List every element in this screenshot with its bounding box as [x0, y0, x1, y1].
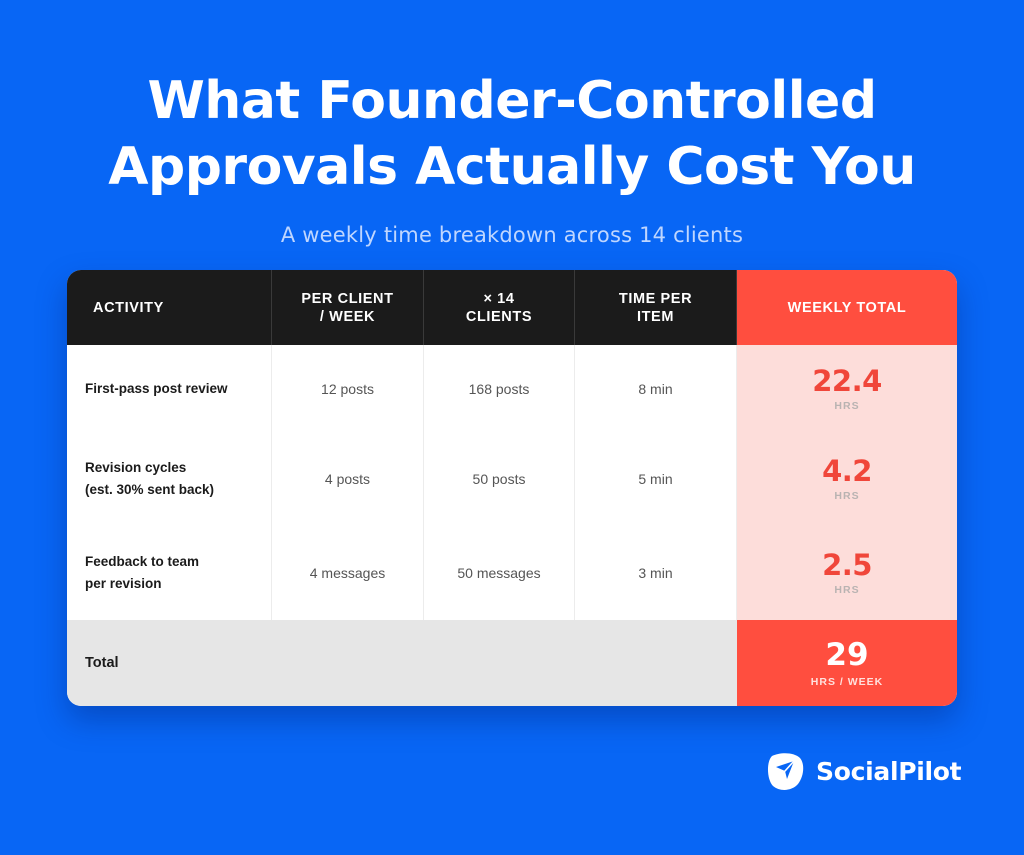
column-header-weekly-total: WEEKLY TOTAL — [737, 270, 957, 345]
paper-plane-icon — [767, 753, 804, 790]
column-header-line: TIME PER — [618, 290, 693, 307]
total-unit: HRS / WEEK — [810, 676, 884, 688]
time-per-item-cell: 8 min — [575, 345, 737, 432]
activity-sublabel: (est. 30% sent back) — [85, 481, 215, 497]
time-per-item-cell: 3 min — [575, 525, 737, 620]
activity-label: Feedback to team — [85, 553, 200, 569]
weekly-total-cell: 22.4 HRS — [737, 345, 957, 432]
column-header-line: PER CLIENT — [301, 290, 394, 307]
time-per-item-cell: 5 min — [575, 432, 737, 525]
total-value: 29 — [825, 637, 869, 673]
page-subtitle: A weekly time breakdown across 14 client… — [280, 223, 744, 247]
activity-cell: First-pass post review — [67, 345, 272, 432]
column-header-activity: ACTIVITY — [67, 270, 272, 345]
activity-label: First-pass post review — [85, 380, 228, 396]
per-client-cell: 4 messages — [272, 525, 424, 620]
activity-cell: Feedback to team per revision — [67, 525, 272, 620]
activity-label: Revision cycles — [85, 459, 187, 475]
weekly-total-unit: HRS — [834, 400, 860, 412]
weekly-total-unit: HRS — [834, 584, 860, 596]
column-header-x14-clients: × 14 CLIENTS — [424, 270, 575, 345]
x14-clients-cell: 168 posts — [424, 345, 575, 432]
column-header-line: ITEM — [636, 308, 675, 325]
brand-logo: SocialPilot — [764, 749, 962, 793]
title-line-1: What Founder-Controlled — [147, 71, 877, 131]
column-header-line: × 14 — [483, 290, 515, 307]
brand-name: SocialPilot — [816, 756, 962, 786]
weekly-total-value: 2.5 — [822, 548, 872, 582]
column-header-time-per-item: TIME PER ITEM — [575, 270, 737, 345]
total-row-label: Total — [67, 620, 737, 706]
cost-table-grid: ACTIVITY PER CLIENT / WEEK × 14 CLIENTS … — [67, 270, 957, 706]
page-title: What Founder-Controlled Approvals Actual… — [0, 68, 1024, 200]
total-row-value-cell: 29 HRS / WEEK — [737, 620, 957, 706]
per-client-cell: 12 posts — [272, 345, 424, 432]
x14-clients-cell: 50 posts — [424, 432, 575, 525]
x14-clients-cell: 50 messages — [424, 525, 575, 620]
weekly-total-value: 22.4 — [812, 364, 882, 398]
weekly-total-unit: HRS — [834, 490, 860, 502]
weekly-total-value: 4.2 — [822, 454, 872, 488]
activity-cell: Revision cycles (est. 30% sent back) — [67, 432, 272, 525]
cost-table: ACTIVITY PER CLIENT / WEEK × 14 CLIENTS … — [67, 270, 957, 706]
title-line-2: Approvals Actually Cost You — [108, 137, 916, 197]
per-client-cell: 4 posts — [272, 432, 424, 525]
activity-sublabel: per revision — [85, 575, 162, 591]
weekly-total-cell: 4.2 HRS — [737, 432, 957, 525]
column-header-line: / WEEK — [319, 308, 376, 325]
column-header-line: CLIENTS — [465, 308, 533, 325]
weekly-total-cell: 2.5 HRS — [737, 525, 957, 620]
column-header-per-client-week: PER CLIENT / WEEK — [272, 270, 424, 345]
